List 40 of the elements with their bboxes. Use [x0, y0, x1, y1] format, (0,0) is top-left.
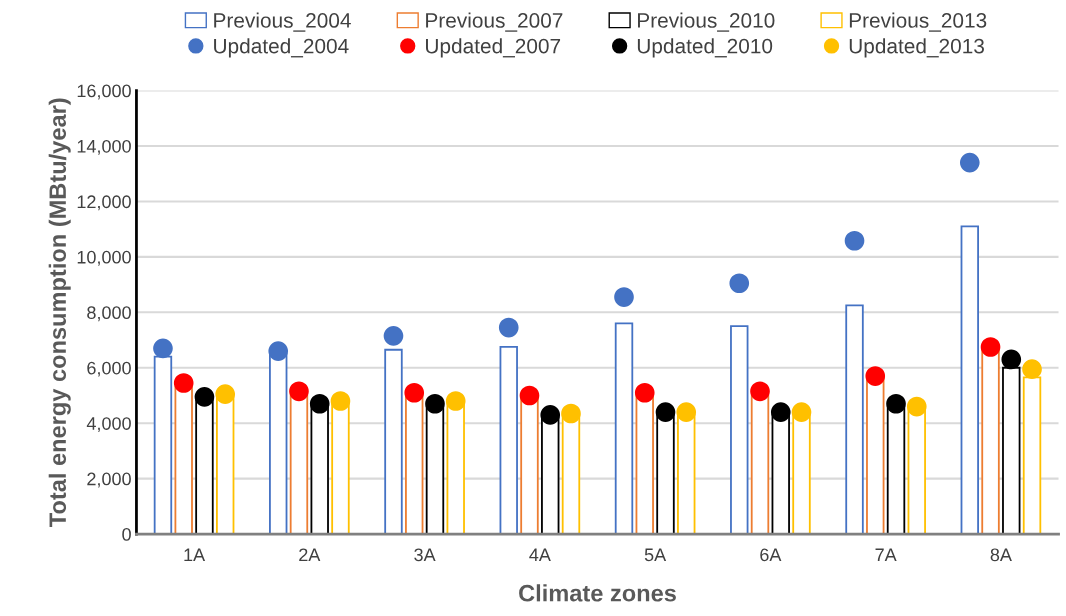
bar — [981, 348, 1000, 535]
y-tick-label: 16,000 — [77, 84, 131, 100]
x-tick-label: 4A — [529, 548, 551, 562]
bar — [499, 346, 518, 535]
y-axis-title: Total energy consumption (MBtu/year) — [48, 98, 71, 527]
y-tick-label: 8,000 — [87, 306, 131, 322]
bar — [405, 394, 424, 535]
legend-label: Updated_2010 — [637, 38, 773, 58]
y-tick-label: 0 — [122, 528, 131, 541]
legend-label: Updated_2004 — [214, 38, 349, 58]
legend-label: Previous_2004 — [214, 12, 351, 32]
bar — [384, 348, 403, 535]
bar — [614, 322, 634, 535]
x-axis-title: Climate zones — [519, 584, 676, 602]
bar — [845, 304, 864, 535]
bar — [520, 397, 539, 535]
x-tick-label: 5A — [644, 548, 667, 562]
legend-label: Previous_2013 — [849, 12, 987, 32]
legend-label: Previous_2007 — [426, 12, 563, 32]
x-tick-label: 2A — [299, 548, 321, 562]
x-tick-label: 8A — [990, 548, 1012, 562]
bar — [750, 394, 770, 535]
bar — [174, 386, 193, 535]
bar — [960, 225, 979, 535]
y-tick-label: 14,000 — [77, 139, 131, 155]
x-tick-label: 6A — [760, 548, 782, 562]
x-tick-label: 1A — [184, 548, 206, 562]
y-tick-label: 6,000 — [87, 361, 131, 377]
y-tick-label: 2,000 — [87, 472, 131, 488]
bar — [289, 394, 309, 535]
y-tick-label: 4,000 — [86, 417, 131, 433]
legend-label: Updated_2007 — [426, 38, 561, 58]
legend-label: Previous_2010 — [638, 12, 775, 32]
bar — [730, 325, 749, 535]
legend-label: Updated_2013 — [849, 38, 984, 58]
bar — [866, 377, 885, 535]
x-tick-label: 3A — [414, 548, 436, 562]
y-tick-label: 10,000 — [77, 250, 131, 266]
y-tick-label: 12,000 — [77, 195, 131, 211]
x-tick-label: 7A — [875, 548, 897, 562]
